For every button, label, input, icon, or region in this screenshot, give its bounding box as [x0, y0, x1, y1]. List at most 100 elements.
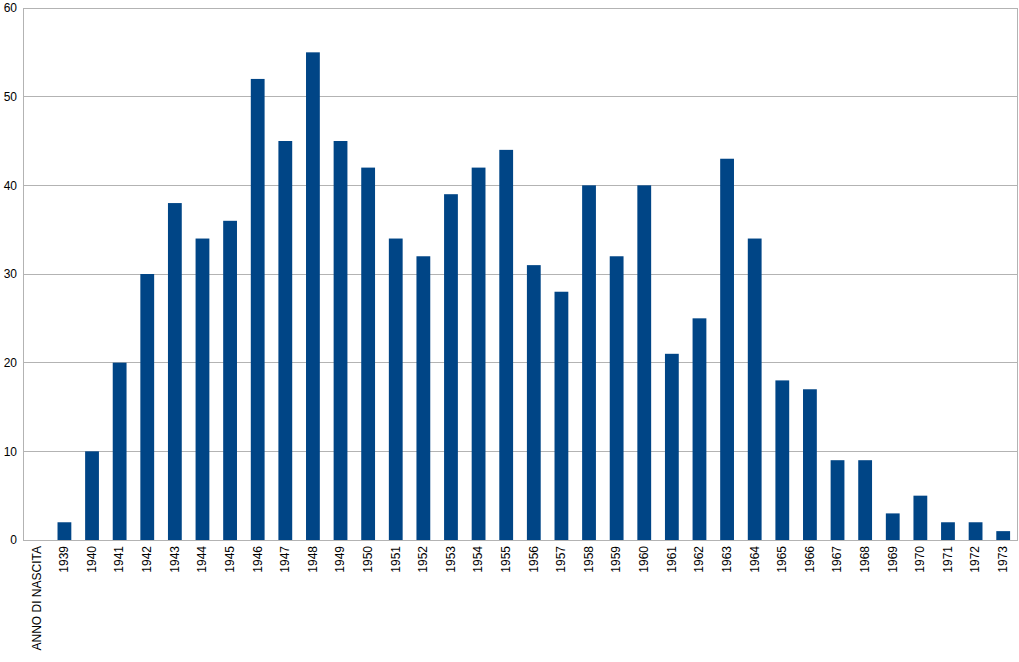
y-tick-label: 10	[4, 445, 18, 459]
x-tick-label: 1939	[57, 546, 71, 573]
bar	[223, 221, 237, 540]
y-tick: 10	[4, 445, 23, 459]
x-tick: 1961	[665, 540, 679, 573]
x-tick-label: 1960	[637, 546, 651, 573]
bar	[913, 496, 927, 540]
x-tick: 1972	[968, 540, 982, 573]
bar	[748, 239, 762, 540]
x-tick-label: 1955	[499, 546, 513, 573]
x-tick-label: 1952	[416, 546, 430, 573]
x-tick: 1951	[389, 540, 403, 573]
x-tick: 1941	[112, 540, 126, 573]
x-tick: 1968	[858, 540, 872, 573]
bar	[113, 363, 127, 540]
x-tick-label: ANNO DI NASCITA	[30, 546, 44, 650]
x-tick-label: 1951	[389, 546, 403, 573]
x-tick: 1953	[444, 540, 458, 573]
x-tick-label: 1970	[913, 546, 927, 573]
bar	[775, 380, 789, 540]
x-tick-label: 1945	[223, 546, 237, 573]
x-tick: 1971	[941, 540, 955, 573]
x-tick: 1956	[527, 540, 541, 573]
bar	[637, 185, 651, 540]
x-tick-label: 1962	[692, 546, 706, 573]
x-tick: 1962	[692, 540, 706, 573]
x-tick: 1958	[582, 540, 596, 573]
x-tick: 1969	[886, 540, 900, 573]
x-tick-label: 1957	[554, 546, 568, 573]
x-tick-label: 1947	[278, 546, 292, 573]
bar	[831, 460, 845, 540]
x-tick-label: 1946	[251, 546, 265, 573]
y-tick: 40	[4, 179, 23, 193]
x-tick: 1954	[471, 540, 485, 573]
bar	[196, 239, 210, 540]
bar	[969, 522, 983, 540]
bar	[499, 150, 513, 540]
y-tick: 30	[4, 267, 23, 281]
bar	[693, 318, 707, 540]
x-tick-label: 1948	[306, 546, 320, 573]
x-tick: 1946	[251, 540, 265, 573]
bar	[168, 203, 182, 540]
bar	[610, 256, 624, 540]
x-tick-label: 1953	[444, 546, 458, 573]
bar	[416, 256, 430, 540]
x-tick-label: 1941	[112, 546, 126, 573]
bar	[251, 79, 265, 540]
bar	[334, 141, 348, 540]
y-axis-line	[23, 9, 24, 541]
x-tick: 1942	[140, 540, 154, 573]
bar	[444, 194, 458, 540]
x-tick-label: 1943	[168, 546, 182, 573]
x-tick: 1965	[775, 540, 789, 573]
x-tick-label: 1961	[665, 546, 679, 573]
x-axis: ANNO DI NASCITA 1939 1940 1941 1942 1943 1944 1…	[24, 540, 1018, 650]
bar	[472, 168, 486, 540]
x-tick: 1957	[554, 540, 568, 573]
y-tick-label: 60	[4, 1, 18, 15]
chart: 0102030405060ANNO DI NASCITA193919401941…	[0, 0, 1019, 662]
grid	[23, 8, 1017, 540]
plot-frame	[23, 8, 1017, 540]
x-tick-label: 1942	[140, 546, 154, 573]
x-tick: 1963	[720, 540, 734, 573]
x-tick-label: 1964	[748, 546, 762, 573]
x-tick: ANNO DI NASCITA	[30, 540, 44, 650]
bar	[306, 52, 320, 540]
bar	[555, 292, 569, 540]
x-tick-label: 1958	[582, 546, 596, 573]
bar	[665, 354, 679, 540]
y-tick-label: 40	[4, 179, 18, 193]
x-tick: 1944	[195, 540, 209, 573]
x-tick: 1964	[748, 540, 762, 573]
x-tick: 1945	[223, 540, 237, 573]
y-tick-label: 20	[4, 356, 18, 370]
bar	[85, 451, 99, 540]
x-tick: 1947	[278, 540, 292, 573]
x-tick-label: 1940	[85, 546, 99, 573]
x-tick-label: 1973	[996, 546, 1010, 573]
x-tick: 1948	[306, 540, 320, 573]
x-tick-label: 1950	[361, 546, 375, 573]
x-tick: 1952	[416, 540, 430, 573]
grid-line	[23, 96, 1017, 97]
bar	[389, 239, 403, 540]
bars	[58, 52, 1011, 540]
y-tick-label: 0	[10, 533, 17, 547]
x-tick-label: 1971	[941, 546, 955, 573]
x-tick: 1966	[803, 540, 817, 573]
bar	[140, 274, 154, 540]
bar	[527, 265, 541, 540]
bar	[278, 141, 292, 540]
bar	[720, 159, 734, 540]
bar	[858, 460, 872, 540]
y-tick: 20	[4, 356, 23, 370]
x-tick: 1973	[996, 540, 1010, 573]
x-tick: 1960	[637, 540, 651, 573]
x-tick-label: 1944	[195, 546, 209, 573]
grid-line	[23, 185, 1017, 186]
bar	[361, 168, 375, 540]
y-tick: 0	[10, 533, 23, 547]
y-tick-label: 30	[4, 267, 18, 281]
